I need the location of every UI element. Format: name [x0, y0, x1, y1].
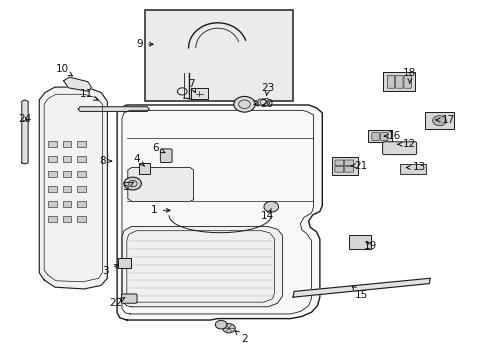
Text: 3: 3	[102, 265, 118, 276]
Circle shape	[233, 96, 255, 112]
Bar	[62, 202, 71, 207]
Text: 14: 14	[261, 209, 274, 221]
Bar	[77, 202, 86, 207]
FancyBboxPatch shape	[403, 75, 410, 88]
Text: 17: 17	[435, 115, 454, 125]
Text: 19: 19	[364, 241, 377, 251]
FancyBboxPatch shape	[344, 160, 353, 166]
Circle shape	[432, 116, 446, 126]
Bar	[62, 216, 71, 222]
Text: 24: 24	[18, 114, 31, 124]
Bar	[77, 157, 86, 162]
Bar	[62, 186, 71, 192]
FancyBboxPatch shape	[331, 157, 357, 175]
Text: 12: 12	[397, 139, 416, 149]
Polygon shape	[39, 87, 107, 289]
Text: 16: 16	[384, 131, 400, 141]
Bar	[62, 157, 71, 162]
Polygon shape	[257, 99, 269, 106]
Text: 22: 22	[109, 297, 125, 308]
Text: 6: 6	[152, 143, 164, 153]
Circle shape	[222, 324, 235, 333]
Text: 2: 2	[235, 331, 247, 344]
Text: 11: 11	[80, 89, 98, 100]
FancyBboxPatch shape	[371, 132, 378, 140]
FancyBboxPatch shape	[144, 10, 292, 102]
Circle shape	[264, 202, 278, 212]
Text: 13: 13	[406, 162, 426, 172]
FancyBboxPatch shape	[368, 130, 391, 143]
Text: 10: 10	[56, 64, 72, 76]
Text: 20: 20	[253, 99, 272, 109]
FancyBboxPatch shape	[382, 142, 416, 155]
FancyBboxPatch shape	[395, 75, 402, 88]
Text: 15: 15	[351, 286, 367, 300]
Bar	[62, 141, 71, 147]
Text: 9: 9	[136, 39, 153, 49]
Polygon shape	[22, 100, 28, 164]
FancyBboxPatch shape	[138, 163, 150, 174]
Text: 4: 4	[133, 154, 144, 166]
Bar	[77, 171, 86, 177]
Bar	[48, 141, 57, 147]
Polygon shape	[292, 278, 429, 297]
Polygon shape	[122, 226, 282, 307]
FancyBboxPatch shape	[386, 75, 394, 88]
Bar	[77, 186, 86, 192]
FancyBboxPatch shape	[344, 166, 353, 172]
FancyBboxPatch shape	[348, 235, 371, 249]
FancyBboxPatch shape	[425, 112, 453, 129]
FancyBboxPatch shape	[399, 164, 425, 174]
Text: 5: 5	[122, 182, 134, 192]
Bar	[77, 141, 86, 147]
Circle shape	[123, 177, 141, 190]
Bar	[77, 216, 86, 222]
Bar	[48, 216, 57, 222]
Polygon shape	[78, 107, 149, 111]
FancyBboxPatch shape	[334, 160, 343, 166]
Bar	[48, 157, 57, 162]
FancyBboxPatch shape	[121, 294, 137, 303]
FancyBboxPatch shape	[382, 72, 414, 91]
FancyBboxPatch shape	[191, 88, 207, 99]
FancyBboxPatch shape	[380, 132, 387, 140]
Polygon shape	[127, 167, 193, 202]
Circle shape	[215, 320, 226, 329]
Text: 18: 18	[403, 68, 416, 84]
Polygon shape	[117, 105, 322, 320]
Text: 23: 23	[261, 83, 274, 96]
Text: 21: 21	[351, 161, 367, 171]
Bar	[48, 171, 57, 177]
Bar	[48, 186, 57, 192]
FancyBboxPatch shape	[160, 149, 172, 162]
Text: 8: 8	[99, 156, 111, 166]
Bar	[48, 202, 57, 207]
Bar	[62, 171, 71, 177]
Text: 7: 7	[187, 78, 195, 93]
FancyBboxPatch shape	[117, 258, 131, 267]
Text: 1: 1	[151, 205, 170, 215]
Polygon shape	[63, 77, 91, 91]
FancyBboxPatch shape	[334, 166, 343, 172]
